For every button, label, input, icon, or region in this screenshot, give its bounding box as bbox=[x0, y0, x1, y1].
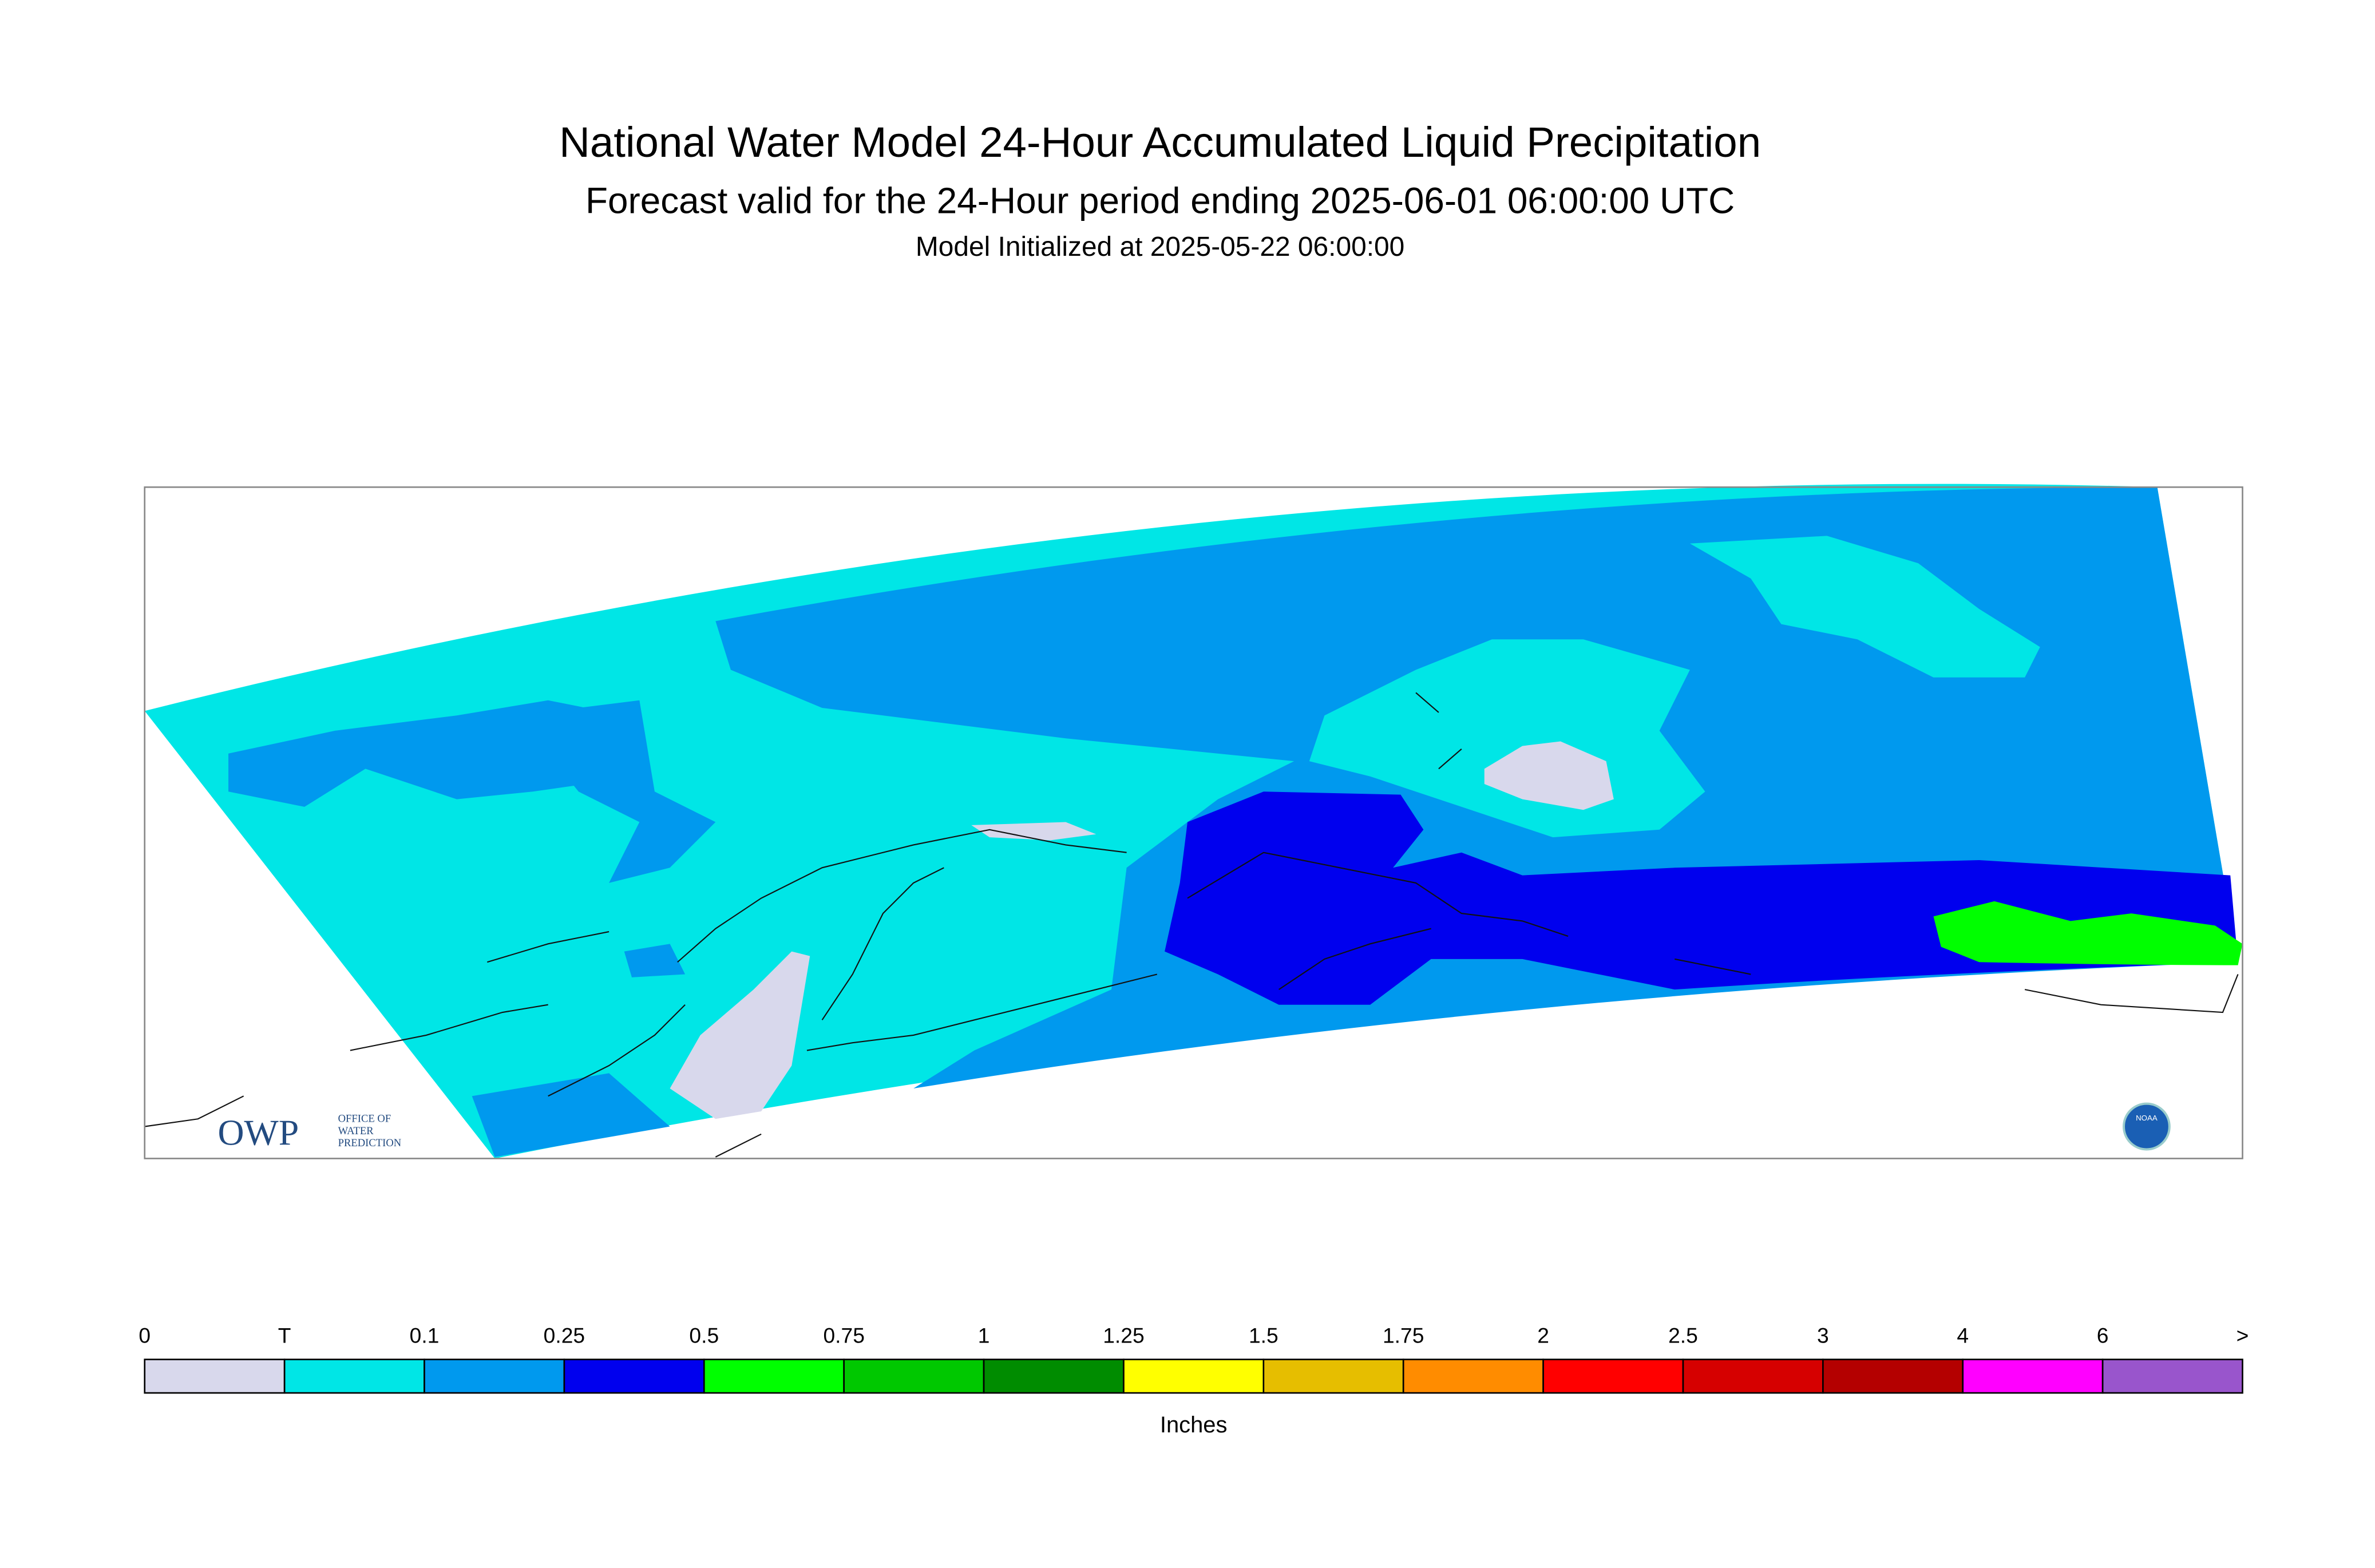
precip-region bbox=[517, 700, 716, 883]
legend-label: 0.5 bbox=[689, 1323, 719, 1347]
precip-region bbox=[472, 1073, 670, 1157]
precip-region bbox=[971, 822, 1097, 841]
owp-name: PREDICTION bbox=[338, 1137, 402, 1149]
legend-swatch bbox=[144, 1359, 286, 1394]
legend-swatch bbox=[1262, 1359, 1404, 1394]
legend-label: 0 bbox=[138, 1323, 151, 1347]
coastline bbox=[144, 692, 2239, 1158]
legend-swatch bbox=[1822, 1359, 1964, 1394]
map: OWP OFFICE OF WATER PREDICTION NOAA bbox=[144, 484, 2243, 1159]
precip-region bbox=[670, 951, 810, 1119]
legend-label: 2 bbox=[1537, 1323, 1549, 1347]
legend-unit: Inches bbox=[1160, 1412, 1228, 1438]
legend-label: T bbox=[278, 1323, 291, 1347]
legend-label: 1.5 bbox=[1249, 1323, 1278, 1347]
legend-label: 0.1 bbox=[410, 1323, 440, 1347]
precip-region bbox=[624, 944, 686, 977]
subtitle: Forecast valid for the 24-Hour period en… bbox=[585, 180, 1735, 221]
owp-logo: OWP bbox=[217, 1112, 299, 1153]
noaa-logo bbox=[2123, 1102, 2171, 1151]
legend-label: 6 bbox=[2097, 1323, 2109, 1347]
legend-swatch bbox=[563, 1359, 705, 1394]
legend-swatch bbox=[843, 1359, 985, 1394]
precip-region bbox=[1933, 901, 2243, 965]
legend-label: 1.25 bbox=[1103, 1323, 1144, 1347]
legend-label: 0.75 bbox=[823, 1323, 864, 1347]
legend-label: 1.75 bbox=[1383, 1323, 1424, 1347]
legend-swatch bbox=[2101, 1359, 2243, 1394]
legend-label: 4 bbox=[1957, 1323, 1969, 1347]
legend-swatch bbox=[1962, 1359, 2104, 1394]
precip-region bbox=[1689, 536, 2040, 678]
map-frame bbox=[144, 486, 2243, 1159]
title: National Water Model 24-Hour Accumulated… bbox=[559, 118, 1761, 166]
noaa-text: NOAA bbox=[2136, 1114, 2158, 1122]
legend-label: 2.5 bbox=[1668, 1323, 1698, 1347]
legend-swatch bbox=[703, 1359, 845, 1394]
legend-swatch bbox=[423, 1359, 565, 1394]
legend-label: 1 bbox=[978, 1323, 990, 1347]
legend-swatch bbox=[1402, 1359, 1544, 1394]
init-time: Model Initialized at 2025-05-22 06:00:00 bbox=[916, 232, 1404, 262]
legend-label: > bbox=[2237, 1323, 2249, 1347]
precip-region bbox=[1484, 741, 1614, 810]
legend-label: 3 bbox=[1817, 1323, 1829, 1347]
legend-swatch bbox=[283, 1359, 425, 1394]
legend-label: 0.25 bbox=[544, 1323, 585, 1347]
legend-swatch bbox=[1542, 1359, 1684, 1394]
owp-name: OFFICE OF bbox=[338, 1113, 391, 1125]
legend: 0 T 0.1 0.25 0.5 0.75 1 1.25 1.5 1.75 2 2.5 3 4 6 > bbox=[138, 1323, 2249, 1394]
legend-swatch bbox=[1682, 1359, 1824, 1394]
legend-swatch bbox=[983, 1359, 1125, 1394]
owp-name: WATER bbox=[338, 1125, 374, 1137]
legend-swatch bbox=[1123, 1359, 1265, 1394]
